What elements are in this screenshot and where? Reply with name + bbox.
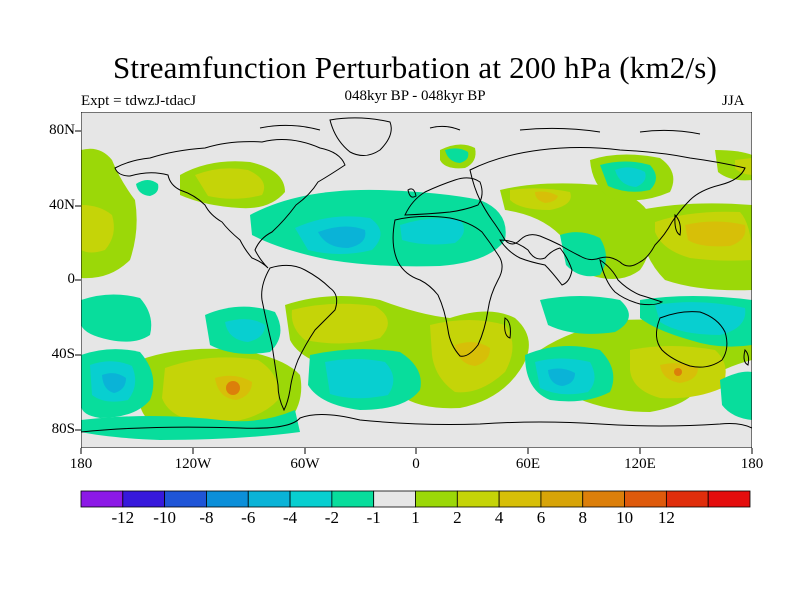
- coast-japan: [674, 213, 681, 236]
- contour-yellow-ne: [735, 158, 752, 175]
- colorbar-box: [331, 490, 375, 508]
- lat-label-80n: 80N: [49, 122, 75, 138]
- contour-cyan-eurasia: [400, 218, 464, 245]
- contour-negative-indian-north: [540, 296, 629, 334]
- colorbar-label: -2: [324, 508, 339, 527]
- coast-southeast-asia: [599, 258, 664, 306]
- colorbar: [80, 490, 751, 508]
- lat-label-80s: 80S: [51, 421, 75, 437]
- contour-cyan-siberia-core: [615, 167, 646, 187]
- coast-arctic-islands: [259, 124, 701, 135]
- season-label: JJA: [722, 93, 745, 109]
- plot-title: Streamfunction Perturbation at 200 hPa (…: [112, 50, 718, 85]
- colorbar-box: [247, 490, 291, 508]
- lon-label-0: 0: [412, 456, 420, 472]
- lat-label-40n: 40N: [49, 197, 75, 213]
- experiment-label: Expt = tdwzJ-tdacJ: [81, 93, 197, 109]
- lon-label-180e: 180: [740, 456, 764, 472]
- colorbar-box: [122, 490, 166, 508]
- colorbar-box: [415, 490, 458, 508]
- colorbar-label: 10: [616, 508, 634, 527]
- contour-cyan-south-atlantic: [325, 359, 394, 399]
- colorbar-box: [80, 490, 124, 508]
- colorbar-box: [164, 490, 207, 508]
- contour-orange-eurasia: [535, 191, 558, 203]
- colorbar-label: -10: [153, 508, 176, 527]
- axis-ticks: [75, 130, 753, 454]
- colorbar-label: -4: [282, 508, 298, 527]
- colorbar-label: 8: [578, 508, 588, 527]
- lon-label-120w: 120W: [174, 456, 212, 472]
- coast-africa: [392, 215, 503, 357]
- contour-blue-indian-core: [548, 368, 575, 386]
- coast-south-america: [261, 264, 338, 412]
- lon-label-120e: 120E: [624, 456, 656, 472]
- contour-blue-south-west-pacific-core: [102, 373, 126, 393]
- map-area: [81, 112, 752, 448]
- contour-yellow-nw-pacific: [81, 205, 114, 253]
- contour-negative-south-far-east: [720, 371, 752, 420]
- contour-negative-north-pacific-small: [136, 180, 159, 196]
- colorbar-box: [582, 490, 625, 508]
- contour-negative-arctic-ring: [445, 148, 469, 163]
- contour-yellow-north-pacific: [195, 168, 265, 199]
- colorbar-label: -6: [241, 508, 256, 527]
- coast-europe: [404, 177, 483, 216]
- contour-orange-dot-australia: [674, 368, 682, 376]
- colorbar-box: [289, 490, 333, 508]
- coastlines: [81, 117, 752, 433]
- coast-new-zealand: [743, 349, 750, 366]
- colorbar-box: [707, 490, 751, 508]
- contour-orange-south-africa-core: [455, 342, 490, 366]
- coast-greenland: [329, 117, 392, 156]
- contour-negative-south-west-pacific: [81, 294, 152, 342]
- coast-uk: [407, 188, 417, 198]
- coast-antarctica: [81, 414, 752, 433]
- colorbar-label: -8: [199, 508, 214, 527]
- colorbar-label: 6: [536, 508, 546, 527]
- colorbar-box: [206, 490, 249, 508]
- coast-north-america: [114, 139, 346, 269]
- colorbar-label: -12: [111, 508, 135, 527]
- colorbar-box: [665, 490, 709, 508]
- colorbar-label: 4: [494, 508, 504, 527]
- colorbar-box: [456, 490, 500, 508]
- colorbar-box: [540, 490, 584, 508]
- lon-label-60w: 60W: [290, 456, 320, 472]
- colorbar-box: [373, 490, 416, 508]
- lat-label-0: 0: [67, 271, 76, 287]
- colorbar-label: 12: [657, 508, 675, 527]
- plot-subtitle: 048kyr BP - 048kyr BP: [344, 88, 486, 104]
- contour-cyan-australia-east: [655, 302, 746, 335]
- colorbar-box: [498, 490, 542, 508]
- coast-australia: [656, 311, 728, 368]
- colorbar-box: [624, 490, 667, 508]
- contour-negative-east-asia: [560, 232, 606, 277]
- colorbar-label: -1: [366, 508, 381, 527]
- colorbar-label: 2: [453, 508, 462, 527]
- lon-label-60e: 60E: [515, 456, 541, 472]
- contour-blue-atlantic-core: [318, 226, 366, 248]
- contour-orange-dot-pacific: [226, 381, 240, 395]
- coast-madagascar: [504, 317, 511, 339]
- coast-eurasia: [469, 147, 746, 267]
- contour-cyan-east-pacific-south: [225, 319, 265, 342]
- contour-orange-west-pacific: [685, 221, 746, 247]
- lon-label-180w: 180: [69, 456, 93, 472]
- lat-label-40s: 40S: [51, 346, 75, 362]
- contour-yellow-south-atlantic: [291, 303, 388, 344]
- colorbar-label: 1: [411, 508, 420, 527]
- contour-negative-south-band-west: [81, 410, 300, 440]
- coast-arabia-india: [499, 239, 573, 286]
